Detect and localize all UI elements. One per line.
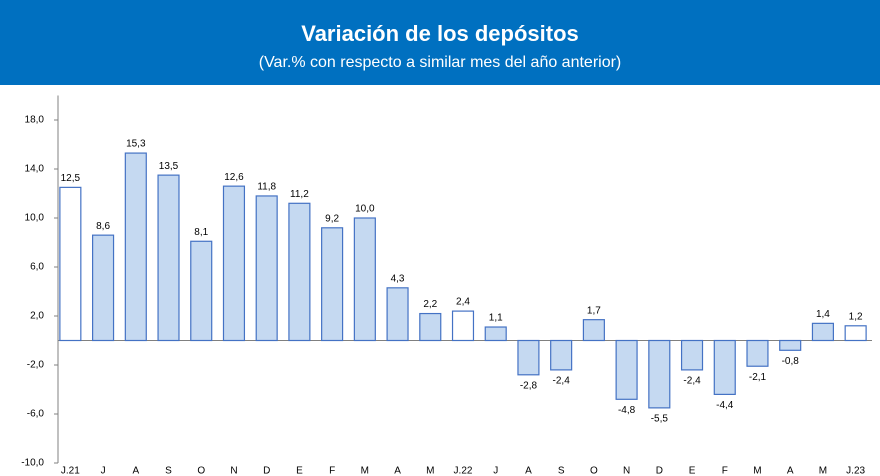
bar (680, 339, 704, 371)
value-label: 1,1 (489, 313, 503, 324)
value-label: -2,4 (683, 376, 701, 387)
y-tick-label: -10,0 (21, 458, 44, 469)
bar (353, 217, 376, 342)
x-tick-label: M (361, 466, 369, 476)
bar (779, 339, 802, 351)
x-tick-label: E (296, 466, 303, 476)
value-label: 15,3 (126, 139, 146, 150)
value-label: 10,0 (355, 204, 375, 215)
value-label: 13,5 (159, 161, 179, 172)
bar (550, 339, 573, 371)
x-tick-label: M (819, 466, 827, 476)
value-label: -2,8 (520, 380, 538, 391)
x-tick-label: J.21 (61, 466, 80, 476)
chart-title: Variación de los depósitos (301, 21, 579, 46)
x-tick-label: A (787, 466, 794, 476)
value-label: 12,5 (61, 173, 81, 184)
bar (582, 319, 605, 342)
value-label: -0,8 (782, 356, 800, 367)
bar (124, 152, 147, 342)
x-tick-label: D (263, 466, 270, 476)
bar (321, 227, 344, 342)
value-label: 8,1 (194, 227, 208, 238)
y-tick-label: 10,0 (25, 213, 45, 224)
bar (255, 195, 278, 342)
value-label: 1,7 (587, 305, 601, 316)
y-tick-label: -6,0 (27, 409, 45, 420)
x-tick-label: O (590, 466, 598, 476)
y-tick-label: 14,0 (25, 164, 45, 175)
x-tick-label: S (165, 466, 172, 476)
x-tick-label: J (493, 466, 498, 476)
x-tick-label: J.22 (454, 466, 473, 476)
x-tick-label: E (689, 466, 696, 476)
bar (386, 287, 409, 342)
bar (451, 310, 475, 342)
x-tick-label: A (132, 466, 139, 476)
x-tick-label: M (753, 466, 761, 476)
y-tick-label: 6,0 (30, 262, 44, 273)
y-tick-label: -2,0 (27, 360, 45, 371)
value-label: 1,2 (849, 311, 863, 322)
x-tick-label: D (656, 466, 663, 476)
x-tick-label: O (197, 466, 205, 476)
value-label: 2,2 (423, 299, 437, 310)
bar (517, 339, 540, 376)
bar (615, 339, 638, 400)
value-label: 1,4 (816, 309, 830, 320)
y-tick-label: 18,0 (25, 115, 45, 126)
bar (288, 202, 311, 342)
value-label: 11,2 (290, 189, 309, 200)
value-label: -5,5 (651, 414, 669, 425)
x-tick-label: N (623, 466, 630, 476)
value-label: 9,2 (325, 213, 339, 224)
header-band (0, 0, 880, 85)
bar (92, 234, 115, 342)
x-tick-label: J.23 (846, 466, 865, 476)
x-tick-label: S (558, 466, 565, 476)
x-tick-label: F (329, 466, 335, 476)
chart-subtitle: (Var.% con respecto a similar mes del añ… (259, 54, 622, 71)
value-label: 11,8 (257, 182, 276, 193)
bar (713, 339, 736, 396)
bar (59, 186, 82, 342)
bar (419, 312, 442, 342)
bar (484, 326, 507, 342)
bar (844, 325, 867, 342)
x-tick-label: N (230, 466, 237, 476)
value-label: -2,4 (553, 376, 571, 387)
value-label: 12,6 (224, 172, 244, 183)
value-label: 2,4 (456, 297, 470, 308)
bar (222, 185, 246, 342)
value-label: 8,6 (96, 221, 110, 232)
value-label: -4,4 (716, 400, 734, 411)
x-tick-label: J (101, 466, 106, 476)
value-label: -2,1 (749, 372, 767, 383)
bar (648, 339, 671, 409)
x-tick-label: F (722, 466, 728, 476)
bar (190, 240, 213, 342)
x-tick-label: M (426, 466, 434, 476)
bar (811, 322, 834, 342)
value-label: -4,8 (618, 405, 636, 416)
value-label: 4,3 (391, 273, 405, 284)
x-tick-label: A (394, 466, 401, 476)
bar (157, 174, 180, 342)
y-tick-label: 2,0 (30, 311, 44, 322)
bar (746, 339, 769, 367)
x-tick-label: A (525, 466, 532, 476)
